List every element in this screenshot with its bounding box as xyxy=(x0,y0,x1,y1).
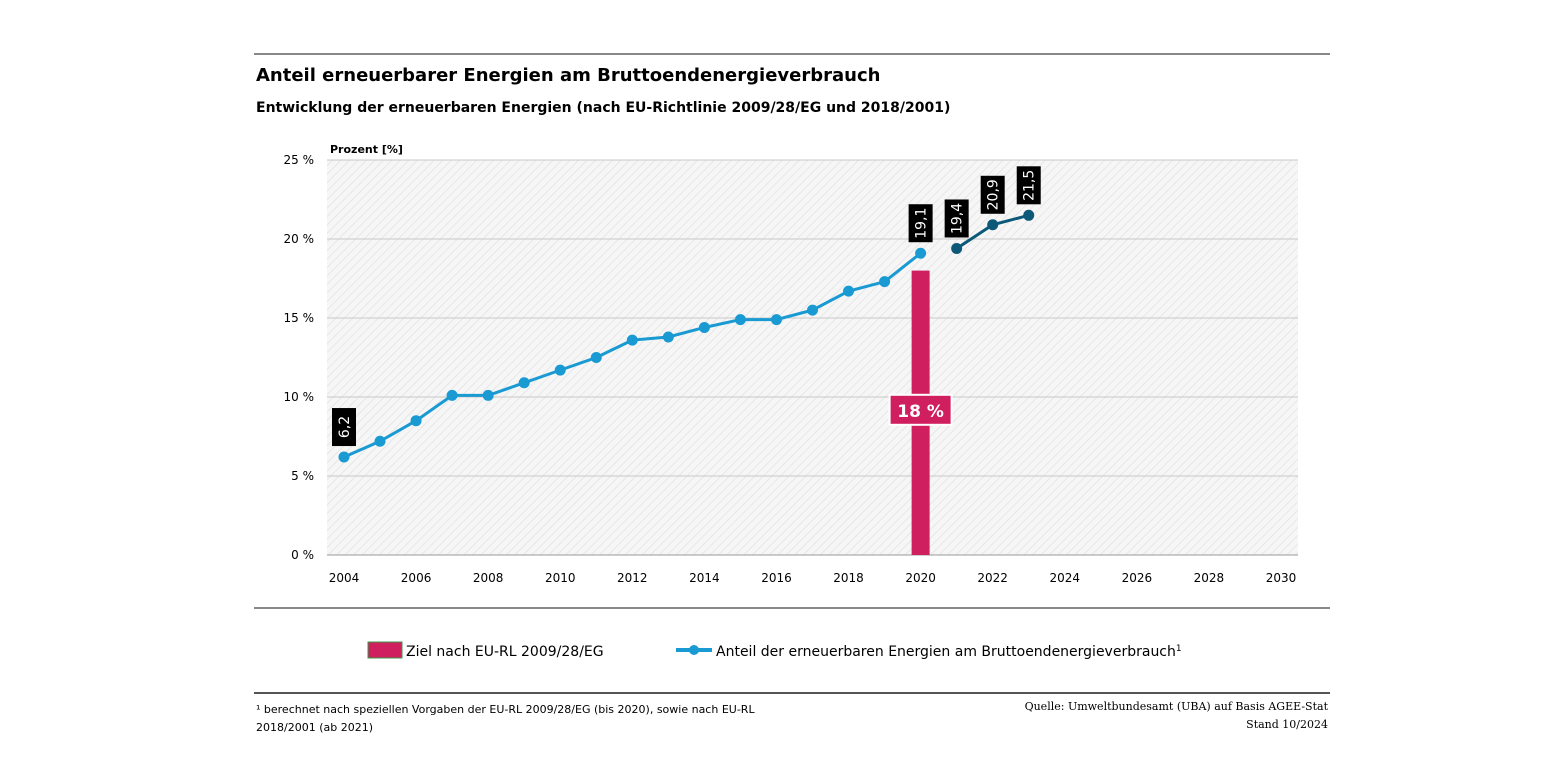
data-point xyxy=(626,334,638,346)
x-tick-label: 2014 xyxy=(689,571,720,585)
data-point xyxy=(518,377,530,389)
legend-label-share: Anteil der erneuerbaren Energien am Brut… xyxy=(716,644,1182,660)
data-point xyxy=(951,242,963,254)
data-label-box xyxy=(332,408,356,447)
data-point xyxy=(770,314,782,326)
chart-subtitle: Entwicklung der erneuerbaren Energien (n… xyxy=(256,100,950,116)
data-point xyxy=(987,219,999,231)
data-label-box xyxy=(908,204,933,243)
data-point xyxy=(879,276,891,288)
data-label: 21,5 xyxy=(1022,170,1038,201)
x-tick-label: 2016 xyxy=(761,571,792,585)
footnote-line-2: 2018/2001 (ab 2021) xyxy=(256,721,373,734)
legend-footnote-mark: 1 xyxy=(1176,644,1182,654)
data-point xyxy=(590,352,602,363)
data-point xyxy=(843,285,855,297)
y-tick-label: 25 % xyxy=(284,153,315,167)
target-bar-label-box xyxy=(888,393,953,426)
x-tick-label: 2020 xyxy=(905,571,936,585)
legend-swatch-target xyxy=(367,641,403,659)
y-tick-label: 5 % xyxy=(291,469,314,483)
data-point xyxy=(338,451,350,463)
data-point xyxy=(446,389,458,401)
x-tick-label: 2026 xyxy=(1122,571,1153,585)
data-label: 6,2 xyxy=(337,416,353,438)
x-tick-label: 2022 xyxy=(977,571,1008,585)
y-tick-label: 15 % xyxy=(284,311,315,325)
data-point xyxy=(915,247,927,259)
legend-label-share-text: Anteil der erneuerbaren Energien am Brut… xyxy=(716,644,1176,660)
y-axis-label: Prozent [%] xyxy=(330,143,403,156)
source-line: Quelle: Umweltbundesamt (UBA) auf Basis … xyxy=(1025,700,1329,713)
data-point xyxy=(374,435,386,447)
data-label: 19,4 xyxy=(950,203,966,234)
stand-line: Stand 10/2024 xyxy=(1246,718,1328,731)
data-label: 19,1 xyxy=(914,208,930,239)
data-point xyxy=(698,321,710,333)
x-tick-label: 2012 xyxy=(617,571,648,585)
x-tick-label: 2006 xyxy=(401,571,432,585)
x-tick-label: 2008 xyxy=(473,571,504,585)
y-tick-label: 20 % xyxy=(284,232,315,246)
x-tick-label: 2018 xyxy=(833,571,864,585)
target-bar-label: 18 % xyxy=(897,402,944,422)
y-tick-label: 0 % xyxy=(291,548,314,562)
x-tick-label: 2024 xyxy=(1049,571,1080,585)
data-point xyxy=(662,331,674,343)
x-tick-label: 2004 xyxy=(329,571,360,585)
data-label: 20,9 xyxy=(986,179,1002,210)
data-label-box xyxy=(944,199,969,238)
y-tick-label: 10 % xyxy=(284,390,315,404)
data-point xyxy=(807,304,818,316)
x-tick-label: 2010 xyxy=(545,571,576,585)
plot-area xyxy=(327,160,1298,555)
legend-label-target: Ziel nach EU-RL 2009/28/EG xyxy=(406,644,604,660)
data-label-box xyxy=(1016,166,1041,205)
legend: Ziel nach EU-RL 2009/28/EG Anteil der er… xyxy=(367,641,1182,660)
data-point xyxy=(734,314,746,326)
chart-title: Anteil erneuerbarer Energien am Bruttoen… xyxy=(256,65,880,86)
data-point xyxy=(1023,209,1035,221)
x-tick-label: 2030 xyxy=(1266,571,1297,585)
data-label-box xyxy=(980,175,1005,214)
data-point xyxy=(410,415,422,427)
x-tick-label: 2028 xyxy=(1194,571,1225,585)
footnote-line-1: ¹ berechnet nach speziellen Vorgaben der… xyxy=(256,703,755,716)
legend-marker-share xyxy=(689,645,699,655)
data-point xyxy=(554,364,566,376)
data-point xyxy=(482,389,494,401)
